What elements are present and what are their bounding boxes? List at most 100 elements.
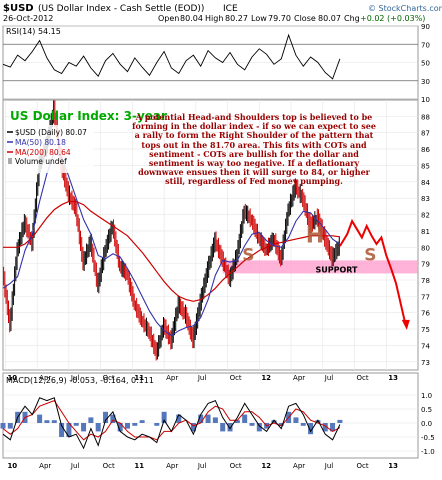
- macd-histogram-bar: [176, 414, 182, 423]
- macd-histogram-bar: [103, 411, 109, 423]
- rsi-tick-label: 10: [421, 96, 430, 104]
- price-tick-label: 78: [421, 277, 430, 285]
- pattern-label: S: [242, 245, 254, 265]
- macd-x-tick-label: 13: [388, 462, 398, 470]
- x-tick-label: 11: [134, 374, 144, 382]
- price-tick-label: 88: [421, 113, 430, 121]
- price-tick-label: 75: [421, 326, 430, 334]
- macd-histogram-bar: [132, 423, 138, 426]
- macd-histogram-bar: [37, 414, 43, 423]
- price-tick-label: 81: [421, 228, 430, 236]
- high-label: High: [205, 14, 223, 23]
- price-tick-label: 74: [421, 342, 430, 350]
- high-value: 80.27: [225, 14, 248, 23]
- legend-ma200: MA(200) 80.64: [15, 148, 71, 157]
- macd-histogram-bar: [59, 423, 65, 437]
- macd-tick-label: 0.5: [421, 406, 432, 414]
- macd-histogram-bar: [322, 423, 328, 432]
- rsi-tick-label: 90: [421, 23, 430, 31]
- pattern-label: H: [306, 223, 324, 248]
- macd-tick-label: -1.0: [421, 448, 435, 456]
- macd-histogram-bar: [110, 414, 116, 423]
- low-value: 79.70: [268, 14, 291, 23]
- exchange: ICE: [223, 4, 238, 14]
- macd-x-tick-label: 10: [7, 462, 17, 470]
- macd-x-tick-label: Jul: [70, 462, 80, 470]
- projection-arrowhead: [401, 319, 410, 330]
- support-label: SUPPORT: [315, 265, 358, 274]
- macd-tick-label: 1.0: [421, 392, 432, 400]
- annotation-text: A potential Head-and Shoulders top is be…: [132, 113, 376, 187]
- x-tick-label: Oct: [230, 374, 242, 382]
- price-legend-box: [6, 125, 94, 173]
- macd-histogram-bar: [220, 423, 226, 432]
- price-tick-label: 73: [421, 359, 430, 367]
- macd-histogram-bar: [0, 423, 6, 429]
- macd-histogram-bar: [249, 423, 255, 426]
- macd-x-tick-label: Oct: [230, 462, 242, 470]
- price-tick-label: 82: [421, 212, 430, 220]
- macd-histogram-bar: [242, 414, 248, 423]
- support-band: [222, 260, 418, 274]
- macd-x-tick-label: Oct: [357, 462, 369, 470]
- macd-histogram-bar: [66, 423, 72, 437]
- x-tick-label: Oct: [357, 374, 369, 382]
- macd-x-tick-label: 11: [134, 462, 144, 470]
- macd-x-tick-label: Apr: [293, 462, 305, 470]
- legend-ma50: MA(50) 80.18: [15, 138, 66, 147]
- rsi-tick-label: 70: [421, 41, 430, 49]
- rsi-legend: RSI(14) 54.15: [6, 27, 61, 36]
- macd-x-tick-label: Jul: [197, 462, 207, 470]
- symbol-name: (US Dollar Index - Cash Settle (EOD)): [38, 4, 204, 14]
- ma200-line: [3, 200, 340, 302]
- x-tick-label: 12: [261, 374, 271, 382]
- brand-logo: © StockCharts.com: [368, 4, 442, 13]
- pattern-labels: SHS: [242, 223, 376, 265]
- macd-histogram-bar: [88, 417, 94, 423]
- macd-grid: 10 Apr Jul Oct 11 Apr Jul Oct 12 Apr Jul Oct 13 -1.0 -…: [3, 392, 435, 470]
- x-tick-label: Jul: [70, 374, 80, 382]
- macd-histogram-bar: [154, 423, 160, 426]
- legend-swatch-volume: [8, 158, 12, 164]
- x-tick-label: 10: [7, 374, 17, 382]
- macd-histogram-bar: [300, 423, 306, 426]
- macd-histogram-bar: [81, 423, 87, 432]
- rsi-series: [2, 33, 341, 80]
- macd-histogram-bar: [190, 423, 196, 432]
- macd-histogram-bar: [212, 417, 218, 423]
- legend-price: $USD (Daily) 80.07: [15, 128, 87, 137]
- price-tick-label: 77: [421, 293, 430, 301]
- macd-histogram-bar: [44, 420, 50, 423]
- low-label: Low: [251, 14, 267, 23]
- rsi-line: [2, 33, 341, 80]
- macd-histogram-bar: [51, 420, 57, 423]
- macd-histogram-bar: [227, 423, 233, 432]
- macd-x-tick-label: 12: [261, 462, 271, 470]
- x-tick-label: 13: [388, 374, 398, 382]
- open-label: Open: [158, 14, 179, 23]
- macd-histogram-bar: [278, 423, 284, 426]
- price-tick-label: 76: [421, 310, 430, 318]
- legend-volume: Volume undef: [15, 157, 67, 166]
- macd-histogram-bar: [161, 411, 167, 423]
- close-label: Close: [294, 14, 316, 23]
- macd-histogram-bar: [7, 423, 13, 429]
- price-tick-label: 84: [421, 179, 430, 187]
- rsi-tick-label: 30: [421, 78, 430, 86]
- x-tick-label: Apr: [166, 374, 178, 382]
- macd-x-tick-label: Jul: [324, 462, 334, 470]
- chart-title: US Dollar Index: 3-year: [10, 109, 167, 123]
- macd-tick-label: -0.5: [421, 434, 435, 442]
- macd-histogram-bar: [330, 423, 336, 432]
- macd-histogram-bar: [139, 420, 145, 423]
- macd-histogram-bar: [234, 420, 240, 423]
- macd-x-tick-label: Apr: [39, 462, 51, 470]
- price-tick-label: 87: [421, 130, 430, 138]
- support-zone: SUPPORT: [222, 260, 418, 274]
- rsi-grid: 10 30 50 70 90: [3, 23, 430, 104]
- close-value: 80.07: [318, 14, 341, 23]
- x-tick-label: Oct: [103, 374, 115, 382]
- macd-legend: MACD(12,26,9) -0.053, -0.164, 0.111: [6, 376, 154, 385]
- pattern-label: S: [364, 245, 376, 265]
- date: 26-Oct-2012: [3, 14, 53, 23]
